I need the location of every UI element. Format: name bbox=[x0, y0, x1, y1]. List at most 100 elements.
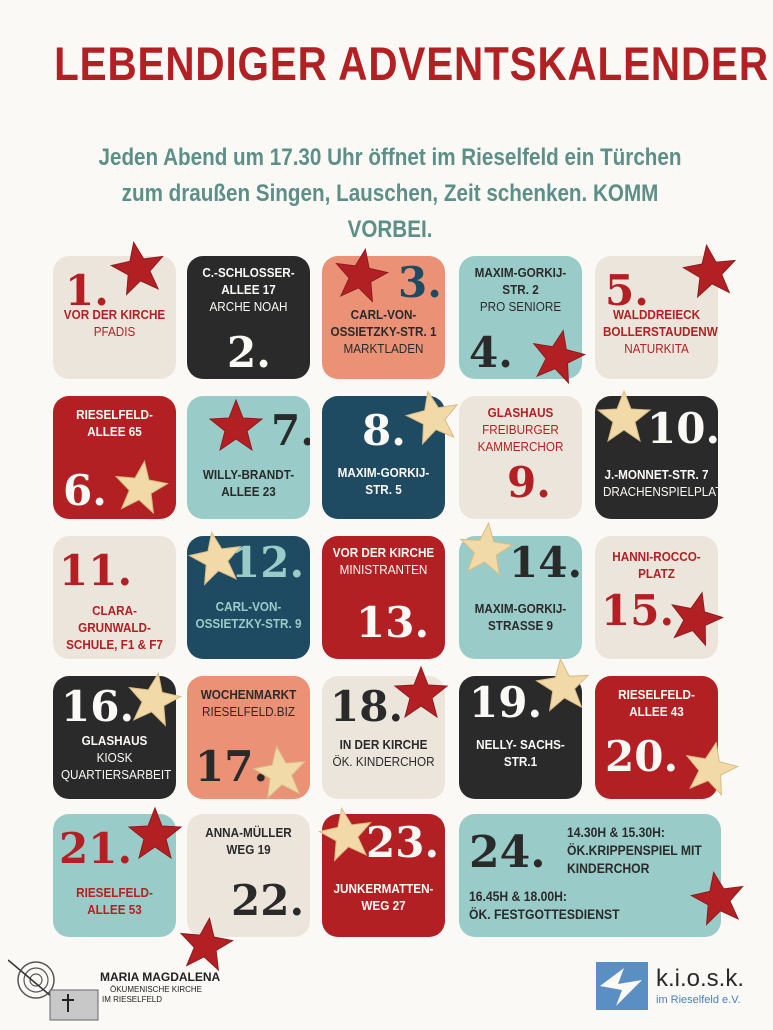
day-2-location: C.-SCHLOSSER- ALLEE 17 ARCHE NOAH bbox=[195, 264, 302, 315]
day-6-location: RIESELFELD- ALLEE 65 bbox=[61, 406, 168, 440]
day-21-card[interactable]: 21. RIESELFELD- ALLEE 53 bbox=[53, 814, 176, 937]
day-13-card[interactable]: 13. VOR DER KIRCHE MINISTRANTEN bbox=[322, 536, 445, 659]
day-15-number: 15. bbox=[601, 586, 675, 635]
red-star-icon bbox=[393, 665, 449, 719]
day-24-card[interactable]: 24. 14.30H & 15.30H: ÖK.KRIPPENSPIEL MIT… bbox=[459, 814, 721, 937]
day-13-line-1: VOR DER KIRCHE bbox=[332, 545, 435, 560]
day-9-line-1: GLASHAUS bbox=[487, 405, 554, 420]
red-star-icon bbox=[208, 398, 264, 452]
day-9-card[interactable]: 9. GLASHAUS FREIBURGER KAMMERCHOR bbox=[459, 396, 582, 519]
day-20-line-2: ALLEE 43 bbox=[629, 704, 684, 719]
day-20-number: 20. bbox=[605, 732, 679, 781]
day-5-line-3: NATURKITA bbox=[624, 341, 689, 356]
left-logo-sub-1: ÖKUMENISCHE KIRCHE bbox=[110, 985, 203, 994]
day-10-line-2: DRACHENSPIELPLATZ bbox=[602, 484, 718, 499]
day-5-line-2: BOLLERSTAUDENWEG bbox=[602, 324, 718, 339]
day-11-line-1: CLARA-GRUNWALD- bbox=[78, 603, 151, 635]
day-22-line-1: ANNA-MÜLLER bbox=[205, 825, 292, 840]
day-8-line-1: MAXIM-GORKIJ- bbox=[337, 465, 430, 480]
left-logo-title: MARIA MAGDALENA bbox=[100, 970, 221, 984]
day-11-line-2: SCHULE, F1 & F7 bbox=[66, 637, 163, 652]
red-star-icon bbox=[689, 871, 744, 926]
day-12-location: CARL-VON- OSSIETZKY-STR. 9 bbox=[195, 598, 302, 632]
day-2-line-3: ARCHE NOAH bbox=[209, 299, 288, 314]
day-13-location: VOR DER KIRCHE MINISTRANTEN bbox=[330, 544, 437, 578]
day-24-line-3: KINDERCHOR bbox=[567, 861, 650, 876]
day-9-number: 9. bbox=[507, 458, 551, 507]
day-16-location: GLASHAUS KIOSK QUARTIERSARBEIT bbox=[60, 732, 172, 783]
day-1-location: VOR DER KIRCHE PFADIS bbox=[61, 306, 168, 340]
day-2-line-1: C.-SCHLOSSER- bbox=[202, 265, 295, 280]
subtitle-line-2: zum draußen Singen, Lauschen, Zeit schen… bbox=[121, 180, 659, 243]
day-22-card[interactable]: 22. ANNA-MÜLLER WEG 19 bbox=[187, 814, 310, 937]
day-16-line-2: KIOSK bbox=[96, 750, 133, 765]
red-star-icon bbox=[532, 329, 587, 385]
day-7-location: WILLY-BRANDT- ALLEE 23 bbox=[195, 466, 302, 500]
day-22-number: 22. bbox=[231, 876, 305, 925]
day-24-line-5: ÖK. FESTGOTTESDIENST bbox=[469, 907, 620, 922]
day-4-card[interactable]: 4. MAXIM-GORKIJ- STR. 2 PRO SENIORE bbox=[459, 256, 582, 379]
day-8-number: 8. bbox=[362, 406, 406, 455]
left-logo-subtitle: ÖKUMENISCHE KIRCHE IM RIESELFELD bbox=[102, 985, 203, 1005]
day-10-location: J.-MONNET-STR. 7 DRACHENSPIELPLATZ bbox=[602, 466, 718, 500]
day-23-number: 23. bbox=[366, 818, 440, 867]
day-7-number: 7. bbox=[271, 406, 310, 455]
day-15-card[interactable]: 15. HANNI-ROCCO- PLATZ bbox=[595, 536, 718, 659]
day-16-line-3: QUARTIERSARBEIT bbox=[60, 767, 172, 782]
page-title: LEBENDIGER ADVENTSKALENDER bbox=[54, 37, 769, 90]
day-6-card[interactable]: 6. RIESELFELD- ALLEE 65 bbox=[53, 396, 176, 519]
day-10-number: 10. bbox=[647, 404, 718, 453]
day-6-line-2: ALLEE 65 bbox=[87, 424, 142, 439]
day-12-number: 12. bbox=[231, 538, 305, 587]
cream-star-icon bbox=[685, 741, 740, 797]
day-3-line-2: OSSIETZKY-STR. 1 bbox=[330, 324, 437, 339]
day-17-location: WOCHENMARKT RIESELFELD.BIZ bbox=[195, 686, 302, 720]
day-8-line-2: STR. 5 bbox=[365, 482, 402, 497]
day-1-card[interactable]: 1. VOR DER KIRCHE PFADIS bbox=[53, 256, 176, 379]
cream-star-icon bbox=[404, 390, 459, 446]
day-21-number: 21. bbox=[59, 824, 133, 873]
day-23-line-2: WEG 27 bbox=[361, 898, 406, 913]
day-2-line-2: ALLEE 17 bbox=[221, 282, 276, 297]
day-13-number: 13. bbox=[356, 598, 430, 647]
day-17-number: 17. bbox=[195, 742, 269, 791]
day-1-number: 1. bbox=[65, 266, 109, 315]
day-6-number: 6. bbox=[63, 466, 107, 515]
day-20-line-1: RIESELFELD- bbox=[618, 687, 695, 702]
cream-star-icon bbox=[535, 657, 590, 712]
day-9-location: GLASHAUS FREIBURGER KAMMERCHOR bbox=[467, 404, 574, 455]
day-2-card[interactable]: 2. C.-SCHLOSSER- ALLEE 17 ARCHE NOAH bbox=[187, 256, 310, 379]
day-21-line-2: ALLEE 53 bbox=[87, 902, 142, 917]
day-18-location: IN DER KIRCHE ÖK. KINDERCHOR bbox=[330, 736, 437, 770]
day-19-number: 19. bbox=[469, 678, 543, 727]
day-24-number: 24. bbox=[469, 827, 546, 878]
day-20-location: RIESELFELD- ALLEE 43 bbox=[603, 686, 710, 720]
day-7-card[interactable]: 7. WILLY-BRANDT- ALLEE 23 bbox=[187, 396, 310, 519]
kiosk-logo-subtitle: im Rieselfeld e.V. bbox=[656, 994, 741, 1006]
day-10-card[interactable]: 10. J.-MONNET-STR. 7 DRACHENSPIELPLATZ bbox=[595, 396, 718, 519]
day-14-location: MAXIM-GORKIJ- STRASSE 9 bbox=[467, 600, 574, 634]
day-8-location: MAXIM-GORKIJ- STR. 5 bbox=[330, 464, 437, 498]
day-18-number: 18. bbox=[330, 682, 404, 731]
maria-magdalena-logo bbox=[7, 952, 228, 1022]
day-11-location: CLARA-GRUNWALD- SCHULE, F1 & F7 bbox=[61, 602, 168, 653]
day-20-card[interactable]: 20. RIESELFELD- ALLEE 43 bbox=[595, 676, 718, 799]
day-15-location: HANNI-ROCCO- PLATZ bbox=[603, 548, 710, 582]
day-17-line-1: WOCHENMARKT bbox=[200, 687, 297, 702]
day-3-number: 3. bbox=[398, 258, 442, 307]
day-13-line-2: MINISTRANTEN bbox=[339, 562, 428, 577]
day-16-line-1: GLASHAUS bbox=[81, 733, 148, 748]
kiosk-logo bbox=[596, 962, 766, 1012]
day-21-line-1: RIESELFELD- bbox=[76, 885, 153, 900]
day-19-location: NELLY- SACHS- STR.1 bbox=[467, 736, 574, 770]
day-8-card[interactable]: 8. MAXIM-GORKIJ- STR. 5 bbox=[322, 396, 445, 519]
day-22-line-2: WEG 19 bbox=[226, 842, 271, 857]
day-11-card[interactable]: 11. CLARA-GRUNWALD- SCHULE, F1 & F7 bbox=[53, 536, 176, 659]
day-24-line-2: ÖK.KRIPPENSPIEL MIT bbox=[567, 843, 702, 858]
day-19-line-2: STR.1 bbox=[503, 754, 538, 769]
day-18-card[interactable]: 18. IN DER KIRCHE ÖK. KINDERCHOR bbox=[322, 676, 445, 799]
day-4-number: 4. bbox=[469, 328, 513, 377]
day-24-line-1: 14.30H & 15.30H: bbox=[567, 825, 665, 840]
day-23-line-1: JUNKERMATTEN- bbox=[333, 881, 434, 896]
day-3-card[interactable]: 3. CARL-VON- OSSIETZKY-STR. 1 MARKTLADEN bbox=[322, 256, 445, 379]
